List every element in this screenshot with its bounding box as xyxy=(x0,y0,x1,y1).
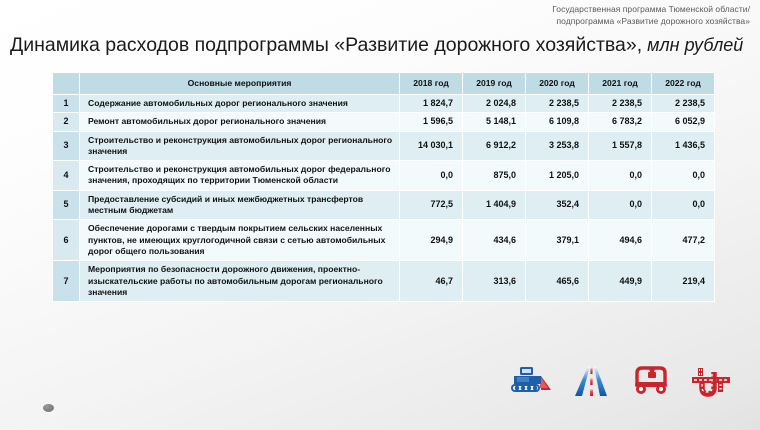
expenditure-table: Основные мероприятия 2018 год 2019 год 2… xyxy=(52,72,715,303)
row-event: Содержание автомобильных дорог региональ… xyxy=(79,93,400,114)
header-year-2019: 2019 год xyxy=(462,72,526,95)
row-value-2021: 0,0 xyxy=(588,160,652,191)
row-value-2018: 46,7 xyxy=(399,260,463,303)
row-value-2022: 6 052,9 xyxy=(651,112,715,132)
row-value-2018: 772,5 xyxy=(399,189,463,221)
row-number: 5 xyxy=(52,189,80,221)
row-value-2022: 1 436,5 xyxy=(651,130,715,162)
row-value-2019: 875,0 xyxy=(462,160,526,191)
row-value-2019: 1 404,9 xyxy=(462,189,526,221)
road-lanes-icon xyxy=(565,359,617,403)
program-caption: Государственная программа Тюменской обла… xyxy=(420,4,750,27)
expenditure-table-wrapper: Основные мероприятия 2018 год 2019 год 2… xyxy=(52,72,715,303)
row-number: 6 xyxy=(52,219,80,262)
row-value-2018: 1 824,7 xyxy=(399,93,463,114)
row-value-2021: 2 238,5 xyxy=(588,93,652,114)
row-value-2020: 1 205,0 xyxy=(525,160,589,191)
table-row: 2 Ремонт автомобильных дорог регионально… xyxy=(52,112,715,132)
row-value-2018: 294,9 xyxy=(399,219,463,262)
row-number: 4 xyxy=(52,160,80,191)
table-row: 6 Обеспечение дорогами с твердым покрыти… xyxy=(52,219,715,262)
row-number: 1 xyxy=(52,93,80,114)
row-value-2018: 1 596,5 xyxy=(399,112,463,132)
page-title-unit: млн рублей xyxy=(642,35,744,55)
road-interchange-icon xyxy=(685,359,737,403)
header-number xyxy=(52,72,80,95)
table-row: 5 Предоставление субсидий и иных межбюдж… xyxy=(52,189,715,221)
row-event: Строительство и реконструкция автомобиль… xyxy=(79,160,400,191)
row-value-2022: 2 238,5 xyxy=(651,93,715,114)
row-event: Ремонт автомобильных дорог регионального… xyxy=(79,112,400,132)
row-value-2019: 2 024,8 xyxy=(462,93,526,114)
table-row: 4 Строительство и реконструкция автомоби… xyxy=(52,160,715,191)
row-value-2022: 219,4 xyxy=(651,260,715,303)
row-value-2021: 0,0 xyxy=(588,189,652,221)
corner-marker-dot xyxy=(43,404,54,412)
row-value-2019: 434,6 xyxy=(462,219,526,262)
row-value-2019: 5 148,1 xyxy=(462,112,526,132)
row-value-2022: 477,2 xyxy=(651,219,715,262)
table-header-row: Основные мероприятия 2018 год 2019 год 2… xyxy=(52,72,715,95)
header-year-2018: 2018 год xyxy=(399,72,463,95)
row-value-2021: 1 557,8 xyxy=(588,130,652,162)
program-caption-line1: Государственная программа Тюменской обла… xyxy=(552,4,750,14)
row-value-2020: 3 253,8 xyxy=(525,130,589,162)
table-row: 3 Строительство и реконструкция автомоби… xyxy=(52,130,715,162)
row-value-2018: 14 030,1 xyxy=(399,130,463,162)
header-year-2021: 2021 год xyxy=(588,72,652,95)
row-value-2020: 352,4 xyxy=(525,189,589,221)
row-value-2021: 494,6 xyxy=(588,219,652,262)
table-row: 1 Содержание автомобильных дорог региона… xyxy=(52,93,715,114)
bulldozer-icon xyxy=(505,359,557,403)
header-event: Основные мероприятия xyxy=(79,72,400,95)
header-year-2020: 2020 год xyxy=(525,72,589,95)
row-number: 7 xyxy=(52,260,80,303)
table-head: Основные мероприятия 2018 год 2019 год 2… xyxy=(52,72,715,95)
row-value-2019: 313,6 xyxy=(462,260,526,303)
row-value-2018: 0,0 xyxy=(399,160,463,191)
row-event: Обеспечение дорогами с твердым покрытием… xyxy=(79,219,400,262)
row-value-2020: 6 109,8 xyxy=(525,112,589,132)
row-event: Строительство и реконструкция автомобиль… xyxy=(79,130,400,162)
car-icon xyxy=(625,359,677,403)
row-value-2019: 6 912,2 xyxy=(462,130,526,162)
table-row: 7 Мероприятия по безопасности дорожного … xyxy=(52,260,715,303)
row-value-2022: 0,0 xyxy=(651,160,715,191)
row-value-2020: 465,6 xyxy=(525,260,589,303)
header-year-2022: 2022 год xyxy=(651,72,715,95)
page-title: Динамика расходов подпрограммы «Развитие… xyxy=(10,33,755,57)
row-value-2020: 379,1 xyxy=(525,219,589,262)
row-value-2021: 449,9 xyxy=(588,260,652,303)
row-number: 3 xyxy=(52,130,80,162)
row-value-2020: 2 238,5 xyxy=(525,93,589,114)
row-event: Предоставление субсидий и иных межбюджет… xyxy=(79,189,400,221)
decorative-icon-row xyxy=(505,357,740,403)
row-event: Мероприятия по безопасности дорожного дв… xyxy=(79,260,400,303)
program-caption-line2: подпрограмма «Развитие дорожного хозяйст… xyxy=(556,15,750,26)
table-body: 1 Содержание автомобильных дорог региона… xyxy=(52,93,715,303)
page-title-main: Динамика расходов подпрограммы «Развитие… xyxy=(10,34,643,56)
row-value-2022: 0,0 xyxy=(651,189,715,221)
row-value-2021: 6 783,2 xyxy=(588,112,652,132)
row-number: 2 xyxy=(52,112,80,132)
